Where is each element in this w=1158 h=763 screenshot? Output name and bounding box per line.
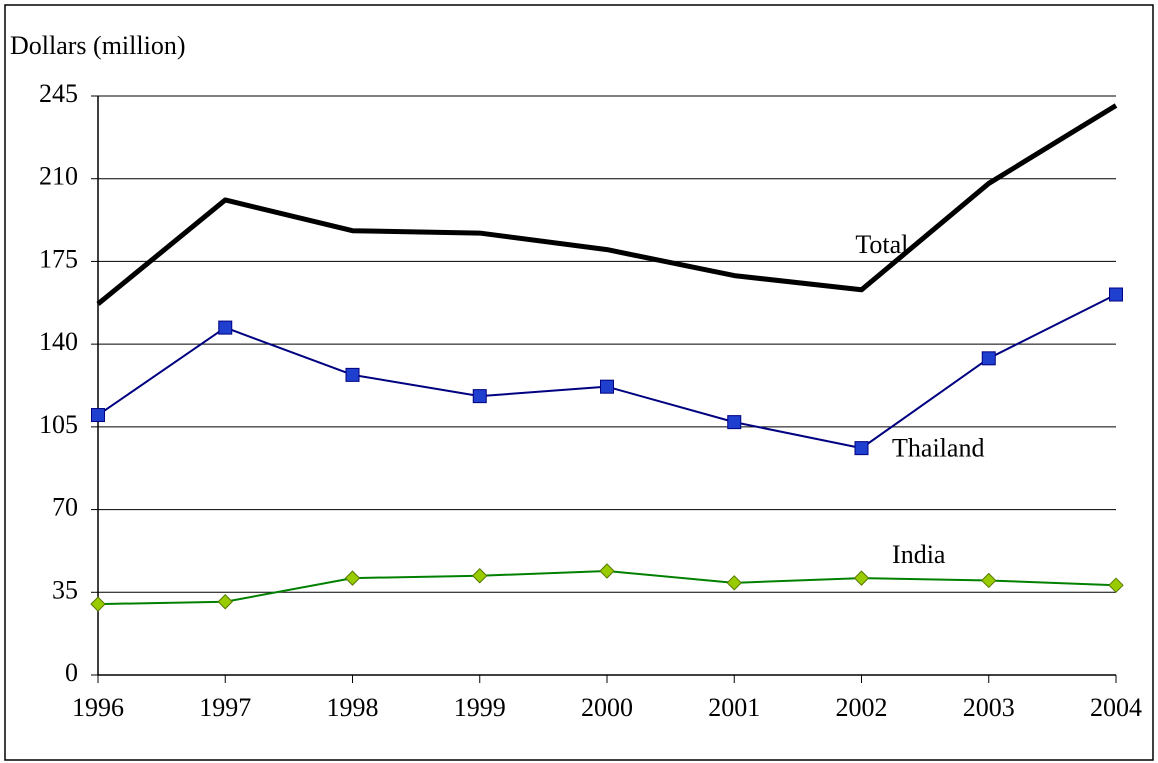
y-tick-label: 70: [52, 493, 78, 522]
y-tick-label: 210: [39, 162, 78, 191]
marker: [981, 351, 996, 366]
y-tick-label: 0: [65, 658, 78, 687]
marker: [217, 594, 233, 610]
x-tick-label: 2001: [708, 693, 760, 722]
x-tick-label: 2003: [963, 693, 1015, 722]
series-label: Thailand: [892, 433, 984, 462]
marker: [1109, 287, 1123, 302]
y-tick-label: 35: [52, 575, 78, 604]
marker: [472, 389, 487, 404]
x-tick-label: 2004: [1090, 693, 1142, 722]
marker: [981, 572, 997, 589]
series-line: [96, 103, 1118, 306]
marker: [599, 563, 615, 579]
y-axis-label: Dollars (million): [10, 31, 185, 60]
y-tick-label: 245: [39, 79, 78, 108]
y-tick-label: 105: [39, 410, 78, 439]
marker: [1108, 577, 1124, 593]
marker: [853, 570, 870, 586]
marker: [344, 570, 361, 586]
marker: [600, 379, 614, 394]
marker: [472, 568, 488, 584]
x-tick-label: 1997: [199, 693, 251, 722]
y-tick-label: 175: [39, 244, 78, 273]
series-label: India: [892, 540, 946, 569]
series-label: Total: [855, 230, 908, 259]
x-tick-label: 2000: [581, 693, 633, 722]
frame: [4, 4, 1154, 761]
marker: [726, 575, 742, 591]
marker: [91, 408, 105, 423]
x-tick-label: 1999: [454, 693, 506, 722]
marker: [90, 596, 106, 612]
marker: [345, 367, 360, 382]
marker: [854, 441, 869, 456]
x-tick-label: 2002: [836, 693, 888, 722]
x-tick-label: 1996: [72, 693, 124, 722]
marker: [727, 415, 742, 430]
marker: [218, 320, 233, 335]
series-line: [97, 293, 1117, 450]
x-tick-label: 1998: [327, 693, 379, 722]
y-tick-label: 140: [39, 327, 78, 356]
